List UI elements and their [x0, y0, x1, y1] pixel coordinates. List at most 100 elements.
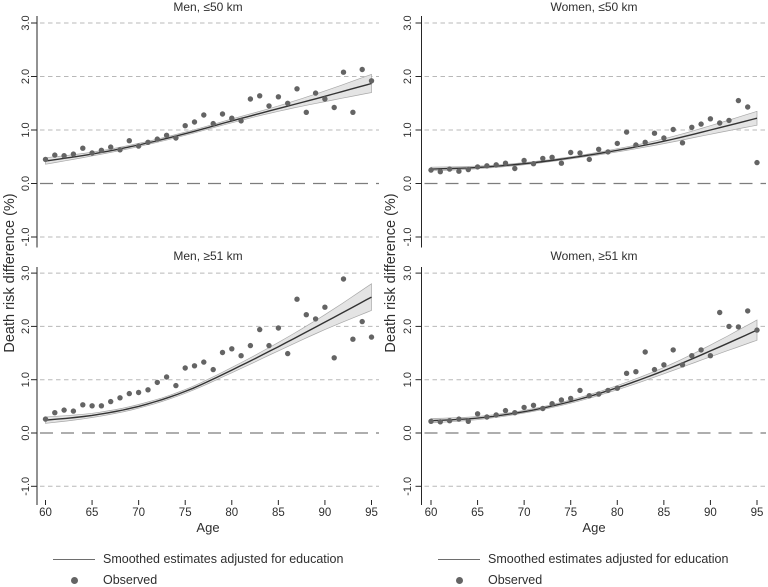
y-tick-label: 0.0	[20, 176, 32, 191]
observed-point	[285, 350, 291, 357]
observed-point	[465, 418, 471, 424]
y-tick-label: -1.0	[20, 477, 32, 496]
observed-point	[173, 135, 179, 141]
observed-point	[42, 416, 49, 422]
observed-point	[549, 401, 555, 407]
y-tick-label: -1.0	[402, 477, 414, 496]
observed-point	[89, 150, 95, 156]
observed-point	[52, 152, 58, 158]
legend-dot-label: Observed	[103, 573, 158, 587]
observed-point	[512, 165, 518, 172]
observed-point	[474, 164, 481, 170]
y-tick-label: 1.0	[20, 372, 32, 387]
x-tick-label: 60	[425, 507, 438, 519]
observed-point	[577, 150, 583, 156]
observed-point	[312, 316, 319, 322]
observed-point	[614, 385, 620, 391]
panel-3: -1.0 0.0 1.0 2.0 3.0 60 65 70 75 80 85 90 95	[402, 265, 766, 519]
observed-point	[89, 403, 95, 409]
observed-point	[294, 86, 300, 92]
observed-point	[229, 346, 235, 352]
observed-point	[465, 166, 471, 173]
observed-point	[577, 387, 583, 394]
observed-point	[642, 139, 648, 145]
observed-point	[266, 103, 272, 109]
confidence-band	[45, 73, 372, 165]
gridlines	[424, 22, 766, 238]
observed-point	[754, 327, 760, 333]
x-tick-label: 95	[751, 507, 764, 519]
observed-point	[633, 369, 639, 375]
observed-point	[661, 362, 667, 368]
observed-point	[219, 349, 226, 356]
observed-point	[98, 403, 105, 409]
observed-point	[651, 366, 658, 373]
observed-point	[117, 395, 123, 401]
observed-point	[275, 94, 282, 100]
observed-point	[726, 323, 732, 330]
x-axis-label-right: Age	[582, 520, 606, 535]
observed-point	[238, 118, 244, 124]
observed-point	[745, 104, 751, 110]
observed-point	[135, 143, 142, 149]
y-axis-label-left: Death risk difference (%)	[2, 193, 18, 353]
y-tick-label: 3.0	[20, 15, 32, 30]
observed-point	[540, 155, 546, 162]
observed-point	[707, 353, 714, 359]
observed-point	[294, 296, 300, 302]
observed-point	[117, 147, 123, 153]
panel-title-women-ge51: Women, ≥51 km	[550, 249, 638, 263]
y-tick-label: 3.0	[402, 265, 414, 280]
observed-point	[191, 363, 198, 369]
observed-point	[266, 342, 272, 349]
observed-point	[285, 100, 291, 107]
observed-point	[642, 349, 648, 355]
observed-point	[173, 382, 179, 389]
y-tick-label: 2.0	[20, 69, 32, 84]
observed-point	[52, 410, 58, 416]
observed-point	[219, 111, 226, 117]
observed-point	[446, 418, 453, 424]
observed-point	[484, 414, 490, 420]
observed-point	[108, 144, 114, 150]
observed-point	[340, 276, 347, 282]
observed-point	[126, 138, 132, 144]
x-tick-label: 80	[225, 507, 238, 519]
x-tick-label: 75	[179, 507, 192, 519]
observed-points	[42, 276, 375, 422]
x-tick-label: 65	[86, 507, 99, 519]
y-tick-label: 1.0	[20, 122, 32, 137]
observed-point	[275, 325, 282, 331]
observed-point	[238, 353, 244, 359]
observed-point	[80, 402, 86, 408]
y-tick-label: 3.0	[20, 265, 32, 280]
x-tick-label: 90	[704, 507, 717, 519]
observed-point	[689, 353, 695, 359]
observed-point	[605, 387, 611, 394]
observed-point	[596, 391, 602, 397]
observed-point	[679, 362, 686, 368]
observed-point	[484, 163, 490, 169]
observed-point	[163, 132, 170, 138]
observed-point	[182, 365, 188, 371]
observed-point	[257, 93, 263, 99]
y-tick-label: 3.0	[402, 15, 414, 30]
observed-point	[670, 126, 676, 133]
panel-0: -1.0 0.0 1.0 2.0 3.0	[20, 15, 379, 248]
legend-dot-swatch	[455, 576, 463, 584]
observed-point	[340, 69, 347, 75]
observed-points	[428, 308, 760, 425]
observed-point	[201, 112, 207, 118]
observed-point	[126, 390, 132, 397]
y-tick-label: 2.0	[20, 319, 32, 334]
observed-point	[661, 135, 667, 141]
observed-point	[502, 407, 509, 414]
y-tick-label: 2.0	[402, 69, 414, 84]
observed-point	[605, 149, 611, 155]
observed-point	[359, 318, 365, 325]
observed-point	[586, 393, 592, 399]
observed-point	[331, 355, 337, 361]
observed-point	[368, 334, 375, 340]
observed-point	[437, 169, 443, 175]
observed-point	[182, 123, 188, 129]
